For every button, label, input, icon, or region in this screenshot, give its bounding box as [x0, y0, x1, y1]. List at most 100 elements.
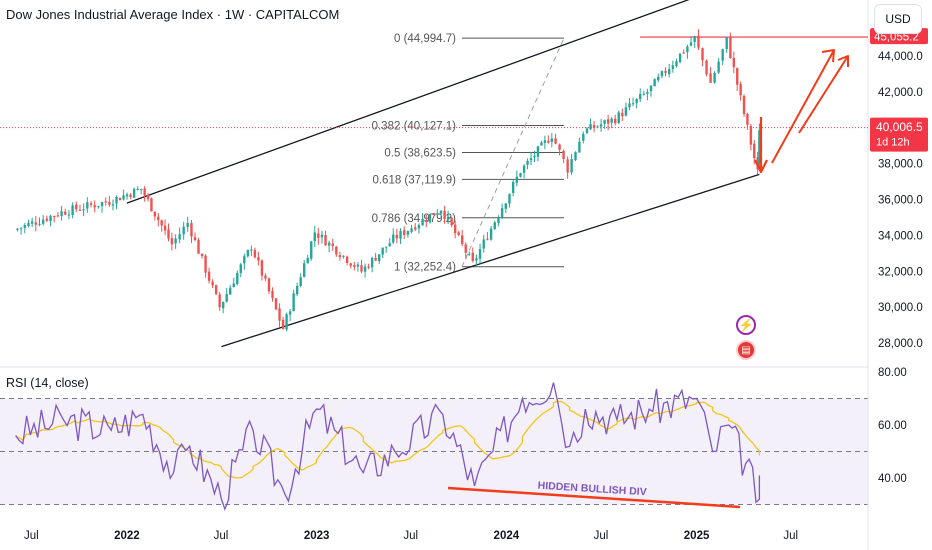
candle-body — [167, 229, 170, 239]
candle-body — [363, 266, 367, 272]
candle-body — [471, 252, 474, 262]
candle-body — [250, 249, 253, 251]
candle-body — [603, 120, 606, 124]
candle-body — [540, 142, 543, 146]
candle-body — [443, 210, 446, 220]
candle-body — [197, 240, 200, 254]
price-axis-tick-label: 32,000.0 — [878, 266, 923, 278]
candle-body — [475, 258, 478, 261]
candle-body — [60, 211, 63, 217]
fib-level-label: 0.382 (40,127.1) — [372, 120, 457, 132]
current-price-label: 40,006.5 — [876, 120, 923, 134]
candle-body — [377, 254, 381, 262]
candle-body — [360, 265, 363, 272]
candle-body — [657, 76, 660, 81]
candle-body — [732, 58, 736, 68]
candle-body — [285, 314, 288, 330]
candle-body — [526, 160, 529, 165]
candle-body — [497, 217, 500, 224]
candle-body — [331, 243, 334, 247]
candle-body — [414, 227, 417, 230]
candle-body — [392, 234, 395, 243]
candle-body — [628, 103, 631, 108]
candle-body — [693, 36, 696, 43]
candle-body — [122, 195, 125, 200]
up-arrow-annotation — [798, 55, 849, 134]
candle-body — [585, 128, 589, 134]
candle-body — [75, 204, 78, 210]
rsi-line — [15, 382, 761, 511]
price-axis-tick-label: 34,000.0 — [878, 230, 923, 242]
candle-body — [239, 264, 242, 273]
rsi-moving-average-line — [15, 400, 761, 479]
currency-button[interactable]: USD — [874, 4, 922, 34]
candle-body — [170, 238, 174, 245]
candle-body — [310, 241, 313, 259]
time-axis-tick-label: 2024 — [494, 530, 520, 542]
candle-body — [200, 253, 204, 257]
candle-body — [649, 85, 653, 92]
candle-body — [461, 235, 464, 244]
lightning-icon[interactable]: ⚡ — [736, 315, 756, 335]
candle-body — [453, 224, 457, 234]
candle-body — [570, 159, 573, 173]
candle-body — [82, 209, 85, 211]
candle-body — [450, 217, 453, 226]
candle-body — [139, 188, 143, 190]
candle-body — [153, 211, 157, 217]
fib-level-label: 0.618 (37,119.9) — [372, 174, 456, 186]
candle-body — [45, 218, 49, 221]
candle-body — [125, 194, 129, 197]
candle-body — [232, 283, 235, 288]
fib-level-label: 0.786 (34,979.2) — [372, 213, 457, 225]
candle-body — [606, 119, 610, 124]
candle-body — [143, 188, 146, 196]
candle-body — [624, 107, 628, 116]
candle-body — [38, 223, 41, 225]
candle-body — [327, 242, 331, 246]
candle-body — [705, 60, 708, 75]
candle-body — [221, 301, 225, 309]
candle-body — [709, 73, 712, 83]
candle-body — [214, 285, 218, 295]
candle-body — [342, 255, 345, 257]
candle-body — [519, 173, 522, 177]
candle-body — [428, 214, 432, 223]
candle-body — [53, 216, 56, 218]
candle-body — [211, 281, 214, 286]
candle-body — [93, 205, 96, 208]
time-axis-tick-label: Jul — [24, 530, 39, 542]
candle-body — [243, 256, 246, 264]
candle-body — [713, 72, 716, 83]
chart-title: Dow Jones Industrial Average Index · 1W … — [6, 7, 340, 22]
candle-body — [468, 253, 471, 255]
up-arrow-annotation — [771, 49, 835, 164]
candle-body — [132, 188, 136, 198]
candle-body — [515, 176, 519, 183]
candle-body — [299, 277, 302, 286]
candle-body — [71, 205, 74, 215]
time-axis-tick-label: Jul — [403, 530, 418, 542]
us-flag-icon[interactable]: ▤ — [736, 340, 756, 360]
candle-body — [635, 98, 638, 104]
candle-body — [67, 214, 71, 216]
candle-body — [335, 246, 338, 255]
candle-body — [582, 133, 585, 141]
candle-body — [49, 215, 52, 222]
candle-body — [725, 36, 728, 50]
candle-body — [178, 234, 181, 240]
candle-body — [353, 265, 356, 267]
candle-body — [395, 234, 399, 239]
time-axis-tick-label: 2022 — [114, 530, 140, 542]
candle-body — [617, 112, 620, 124]
candle-body — [675, 61, 678, 66]
candle-body — [207, 271, 211, 281]
candle-body — [56, 215, 60, 217]
candle-body — [689, 42, 693, 46]
price-axis-tick-label: 28,000.0 — [878, 338, 923, 350]
candle-body — [642, 93, 646, 95]
resistance-price-label: 45,055.2 — [874, 32, 919, 44]
candle-body — [717, 61, 720, 73]
candle-body — [115, 197, 118, 204]
